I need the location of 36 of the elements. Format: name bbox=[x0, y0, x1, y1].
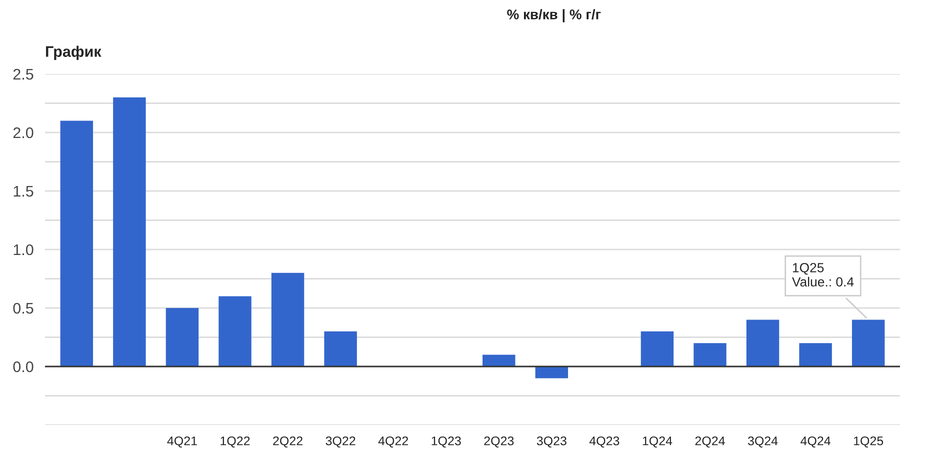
x-tick-label: 1Q24 bbox=[642, 436, 672, 448]
x-tick-label: 4Q22 bbox=[378, 436, 408, 448]
x-tick-label: 3Q24 bbox=[748, 436, 778, 448]
x-tick-label: 3Q23 bbox=[536, 436, 566, 448]
y-tick-label: 0.5 bbox=[13, 302, 34, 314]
chart-subtitle: % кв/кв | % г/г bbox=[507, 9, 601, 22]
x-tick-label: 4Q23 bbox=[589, 436, 620, 448]
chart-title: График bbox=[46, 46, 102, 60]
bar bbox=[218, 296, 252, 366]
y-tick-label: 1.5 bbox=[14, 186, 34, 197]
x-tick-label: 1Q23 bbox=[432, 436, 461, 448]
bar bbox=[799, 343, 832, 366]
x-tick-label: 4Q21 bbox=[167, 436, 197, 448]
annotation: 1Q25 Value.: 0.4 bbox=[792, 262, 854, 287]
bar bbox=[640, 331, 674, 366]
x-tick-label: 1Q22 bbox=[220, 436, 250, 448]
bar bbox=[166, 308, 199, 366]
x-tick-label: 2Q23 bbox=[484, 436, 514, 448]
bar bbox=[113, 97, 146, 366]
bar bbox=[60, 120, 94, 366]
x-tick-label: 2Q22 bbox=[273, 436, 302, 448]
y-tick-label: 2.0 bbox=[13, 127, 34, 138]
y-tick-label: 0.0 bbox=[13, 361, 34, 372]
y-tick-label: 2.5 bbox=[13, 68, 34, 80]
bar bbox=[535, 366, 568, 378]
bar bbox=[324, 331, 357, 366]
bar bbox=[852, 320, 885, 366]
y-tick-label: 1.0 bbox=[14, 244, 34, 256]
x-tick-label: 4Q24 bbox=[800, 436, 830, 448]
bar bbox=[271, 272, 304, 366]
x-tick-label: 1Q25 bbox=[854, 436, 884, 448]
bar bbox=[746, 320, 780, 366]
bar bbox=[694, 343, 726, 366]
bar bbox=[482, 354, 516, 366]
x-tick-label: 2Q24 bbox=[695, 436, 725, 448]
x-tick-label: 3Q22 bbox=[326, 436, 356, 448]
